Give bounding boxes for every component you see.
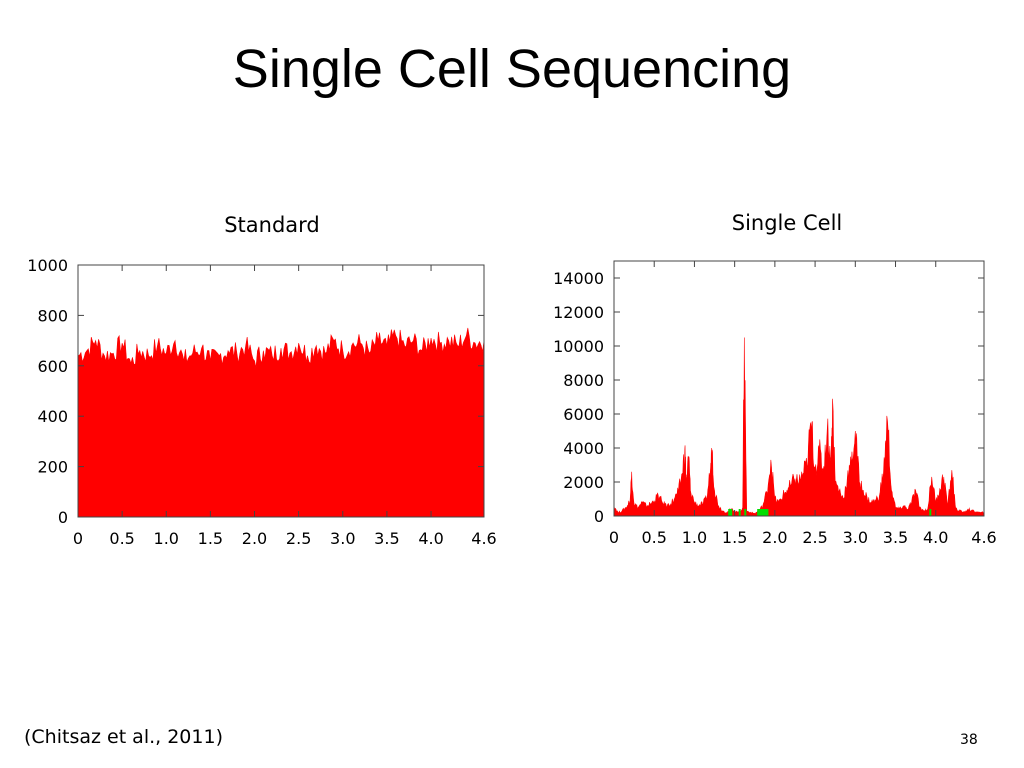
x-tick-label: 0 (609, 528, 619, 547)
x-tick-label: 2.0 (242, 529, 267, 548)
y-tick-label: 12000 (553, 303, 604, 322)
citation: (Chitsaz et al., 2011) (24, 726, 223, 748)
slide-title: Single Cell Sequencing (232, 39, 792, 99)
highlight-region (738, 509, 741, 516)
standard-chart-title: Standard (224, 213, 320, 237)
x-tick-label: 1.0 (154, 529, 179, 548)
x-tick-label: 0.5 (641, 528, 666, 547)
y-tick-label: 8000 (563, 371, 604, 390)
highlight-region (744, 509, 747, 516)
y-tick-label: 200 (37, 458, 68, 477)
coverage-area-series (77, 327, 485, 518)
x-tick-label: 2.5 (802, 528, 827, 547)
x-tick-label: 4.6 (471, 529, 496, 548)
y-tick-label: 400 (37, 407, 68, 426)
y-tick-label: 0 (58, 508, 68, 527)
y-tick-label: 2000 (563, 473, 604, 492)
highlight-region (929, 509, 932, 516)
y-tick-label: 14000 (553, 269, 604, 288)
x-tick-label: 1.5 (198, 529, 223, 548)
plot-frame (613, 260, 985, 517)
y-tick-label: 10000 (553, 337, 604, 356)
x-tick-label: 0.5 (109, 529, 134, 548)
x-tick-label: 1.5 (722, 528, 747, 547)
x-tick-label: 4.0 (923, 528, 948, 547)
plot-frame (77, 264, 485, 518)
x-tick-label: 4.0 (418, 529, 443, 548)
x-tick-label: 2.0 (762, 528, 787, 547)
x-tick-label: 4.6 (971, 528, 996, 547)
y-tick-label: 600 (37, 357, 68, 376)
single-cell-chart-title: Single Cell (731, 211, 843, 235)
x-tick-label: 3.5 (374, 529, 399, 548)
y-tick-label: 800 (37, 306, 68, 325)
x-tick-label: 3.0 (843, 528, 868, 547)
y-tick-label: 4000 (563, 439, 604, 458)
x-tick-label: 1.0 (682, 528, 707, 547)
highlight-region (728, 509, 733, 516)
x-tick-label: 2.5 (286, 529, 311, 548)
slide-number: 38 (960, 732, 978, 748)
y-tick-label: 0 (594, 507, 604, 526)
x-tick-label: 3.0 (330, 529, 355, 548)
x-tick-label: 3.5 (883, 528, 908, 547)
highlight-region (757, 509, 769, 516)
x-tick-label: 0 (73, 529, 83, 548)
coverage-area-series (613, 337, 985, 517)
y-tick-label: 1000 (27, 256, 68, 275)
y-tick-label: 6000 (563, 405, 604, 424)
